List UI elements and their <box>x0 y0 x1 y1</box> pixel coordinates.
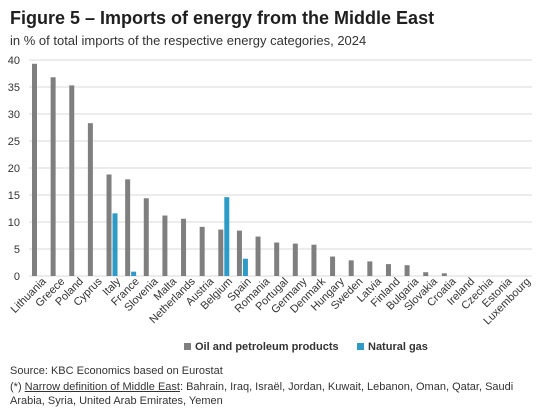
gridlines <box>29 59 532 277</box>
bar-oil-slovenia <box>143 198 149 276</box>
bar-oil-malta <box>162 215 168 276</box>
y-tick-label: 30 <box>8 109 20 121</box>
bars <box>32 63 447 277</box>
bar-oil-portugal <box>274 242 280 276</box>
source-note: Source: KBC Economics based on Eurostat <box>10 365 223 377</box>
y-tick-label: 5 <box>14 244 20 256</box>
bar-oil-italy <box>106 174 112 276</box>
bar-oil-slovakia <box>423 272 429 276</box>
footnote-link[interactable]: Narrow definition of Middle East <box>24 381 180 393</box>
y-tick-label: 0 <box>14 271 20 283</box>
bar-oil-denmark <box>311 244 317 276</box>
y-tick-label: 10 <box>8 217 20 229</box>
bar-oil-greece <box>50 77 56 276</box>
bar-chart: 0 5 10 15 20 25 30 35 40 LithuaniaGreecePolandCy… <box>8 55 533 353</box>
x-axis-tick-labels: LithuaniaGreecePolandCyprusItalyFranceSl… <box>9 275 533 327</box>
bar-oil-austria <box>199 226 205 276</box>
bar-oil-poland <box>69 85 75 276</box>
bar-oil-latvia <box>367 261 373 276</box>
bar-gas-spain <box>242 258 248 276</box>
bar-oil-spain <box>236 230 242 276</box>
bar-oil-germany <box>292 243 298 276</box>
y-tick-label: 20 <box>8 163 20 175</box>
bar-oil-belgium <box>218 229 224 276</box>
bar-oil-sweden <box>348 260 354 276</box>
bar-oil-france <box>125 179 131 276</box>
bar-oil-cyprus <box>87 123 93 277</box>
bar-oil-lithuania <box>32 63 37 276</box>
footnote-text: : Bahrain, Iraq, Israël, Jordan, Kuwait,… <box>10 381 514 407</box>
bar-oil-bulgaria <box>404 265 410 276</box>
legend-label-oil: Oil and petroleum products <box>195 341 339 353</box>
footnote: (*) Narrow definition of Middle East: Ba… <box>10 380 530 408</box>
y-tick-label: 25 <box>8 136 20 148</box>
bar-gas-france <box>131 271 137 276</box>
bar-oil-romania <box>255 236 261 276</box>
y-tick-label: 15 <box>8 190 20 202</box>
bar-oil-croatia <box>441 273 447 276</box>
bar-oil-finland <box>385 264 391 276</box>
bar-gas-belgium <box>224 197 230 276</box>
bar-oil-netherlands <box>181 218 187 276</box>
legend-swatch-oil <box>184 343 191 350</box>
footnote-marker: (*) <box>10 381 25 393</box>
legend-label-gas: Natural gas <box>368 341 428 353</box>
chart-subtitle: in % of total imports of the respective … <box>10 33 367 48</box>
chart-title: Figure 5 – Imports of energy from the Mi… <box>10 8 435 28</box>
bar-oil-hungary <box>330 256 336 276</box>
y-tick-label: 40 <box>8 55 20 67</box>
bar-gas-italy <box>112 213 118 276</box>
y-tick-label: 35 <box>8 82 20 94</box>
legend-swatch-gas <box>357 343 364 350</box>
y-axis-tick-labels: 0 5 10 15 20 25 30 35 40 <box>8 55 20 283</box>
legend: Oil and petroleum products Natural gas <box>184 341 428 353</box>
